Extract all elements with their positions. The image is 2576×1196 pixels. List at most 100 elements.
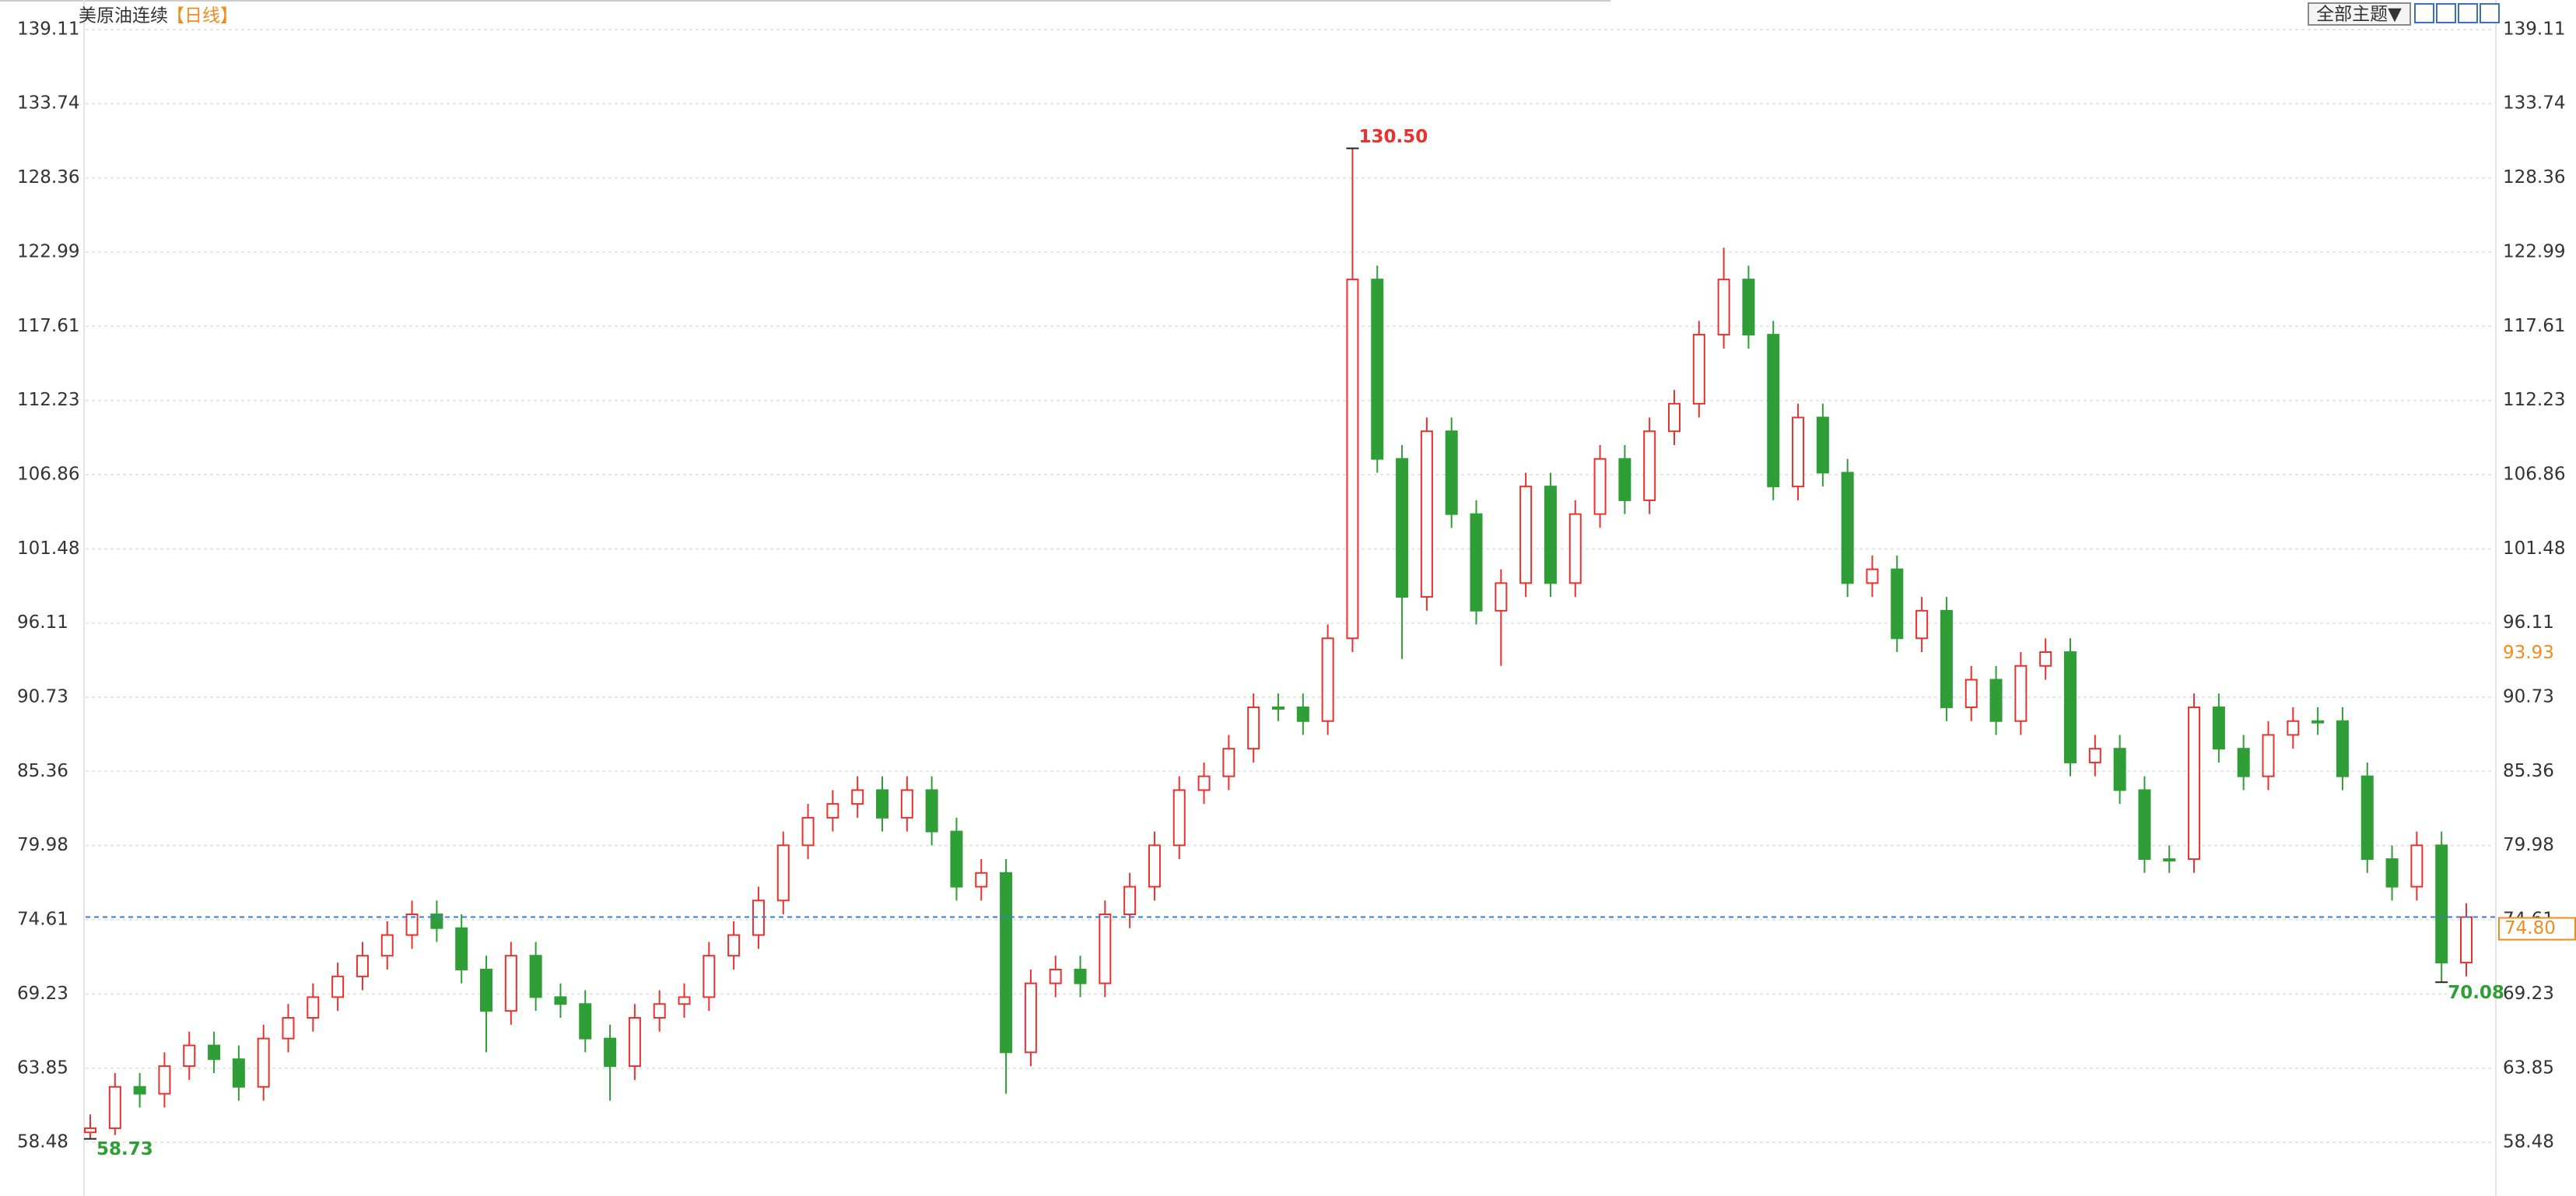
candle-body [282, 1017, 295, 1040]
y-tick-label-right: 69.23 [2503, 984, 2554, 1004]
y-tick-label-right: 96.11 [2503, 612, 2554, 633]
candle-body [1049, 968, 1062, 984]
candle-body [1792, 416, 1805, 488]
candle-body [1396, 458, 1409, 598]
candle-body [1495, 582, 1508, 612]
candle-body [307, 996, 320, 1019]
candle-body [851, 789, 864, 805]
candle-body [1371, 279, 1384, 460]
candle-body [1222, 748, 1235, 777]
candle-body [529, 955, 542, 998]
candle-body [1767, 334, 1780, 488]
y-tick-label-right: 128.36 [2503, 167, 2565, 188]
candle-body [2188, 706, 2201, 861]
candle-body [1346, 279, 1359, 640]
candle-body [480, 968, 492, 1012]
candle-body [331, 975, 345, 998]
candle-body [2435, 844, 2448, 964]
candle-body [1272, 706, 1284, 710]
candle-body [900, 789, 913, 819]
candle-body [158, 1065, 171, 1095]
next-icon[interactable] [2458, 3, 2478, 23]
candle-body [1000, 872, 1013, 1054]
y-tick-label-right: 90.73 [2503, 687, 2554, 707]
candle-body [1148, 844, 1161, 888]
candle-body [579, 1003, 592, 1040]
y-tick-label-right: 117.61 [2503, 316, 2565, 336]
y-tick-label-left: 58.48 [17, 1132, 68, 1152]
candle-body [703, 955, 716, 998]
candle-body [801, 816, 815, 847]
candle-body [2113, 748, 2126, 791]
candle-body [1470, 513, 1483, 612]
candle-body [653, 1003, 666, 1019]
candle-body [257, 1037, 270, 1088]
candle-body [2385, 858, 2399, 888]
y-tick-label-right: 101.48 [2503, 538, 2565, 559]
y-tick-label-left: 117.61 [17, 316, 79, 336]
candle-body [1668, 402, 1681, 433]
candle-body [1643, 430, 1656, 501]
candle-body [2336, 720, 2349, 777]
candle-body [2039, 651, 2052, 667]
candle-body [678, 996, 691, 1005]
toolbar: 全部主题▼ [2308, 2, 2500, 26]
candle-body [2311, 720, 2325, 724]
candle-body [84, 1127, 96, 1134]
y-tick-label-right: 58.48 [2503, 1132, 2554, 1152]
y-tick-label-left: 101.48 [17, 538, 79, 559]
candle-body [1197, 775, 1211, 791]
candle-body [2262, 734, 2275, 777]
end-icon[interactable] [2480, 3, 2500, 23]
expand-icon[interactable] [2414, 3, 2434, 23]
y-tick-label-left: 96.11 [17, 612, 68, 633]
y-tick-label-right: 63.85 [2503, 1057, 2554, 1078]
candle-body [504, 955, 517, 1012]
y-tick-label-left: 85.36 [17, 761, 68, 781]
y-tick-label-right: 112.23 [2503, 390, 2565, 410]
candle-body [1420, 430, 1433, 598]
y-tick-label-left: 133.74 [17, 93, 79, 114]
candle-body [628, 1017, 641, 1068]
candle-body [380, 934, 394, 957]
extreme-label: 70.08 [2448, 983, 2504, 1003]
candle-body [2287, 720, 2300, 736]
candle-body [1593, 458, 1607, 515]
y-tick-label-left: 90.73 [17, 687, 68, 707]
candle-body [2138, 789, 2151, 861]
candle-body [1692, 334, 1705, 405]
candle-body [554, 996, 567, 1005]
candle-body [1891, 568, 1904, 640]
extreme-label: 58.73 [96, 1139, 153, 1159]
candle-body [2088, 748, 2101, 763]
candle-body [1964, 679, 1978, 708]
candle-body [2237, 748, 2250, 777]
candle-body [876, 789, 888, 819]
candle-body [925, 789, 938, 833]
candle-body [133, 1086, 146, 1095]
candle-body [975, 872, 988, 888]
y-tick-label-right: 122.99 [2503, 241, 2565, 261]
candle-body [2460, 916, 2473, 964]
candle-body [2410, 844, 2424, 888]
theme-button[interactable] [2308, 2, 2411, 26]
candle-body [405, 914, 419, 936]
y-tick-label-left: 112.23 [17, 390, 79, 410]
candle-body [2014, 665, 2028, 722]
candle-body [455, 927, 468, 970]
candle-body [1123, 886, 1137, 916]
candle-body [727, 934, 741, 957]
candle-body [183, 1044, 196, 1068]
y-tick-label-right: 79.98 [2503, 835, 2554, 855]
split-icon[interactable] [2436, 3, 2456, 23]
price-tag: 93.93 [2503, 643, 2554, 663]
candle-body [232, 1058, 245, 1088]
y-tick-label-left: 139.11 [17, 19, 79, 39]
extreme-label: 130.50 [1358, 127, 1428, 147]
y-tick-label-right: 106.86 [2503, 464, 2565, 484]
candle-body [1247, 706, 1260, 750]
candle-body [776, 844, 790, 902]
theme-button-label[interactable]: 全部主题▼ [2316, 5, 2402, 25]
